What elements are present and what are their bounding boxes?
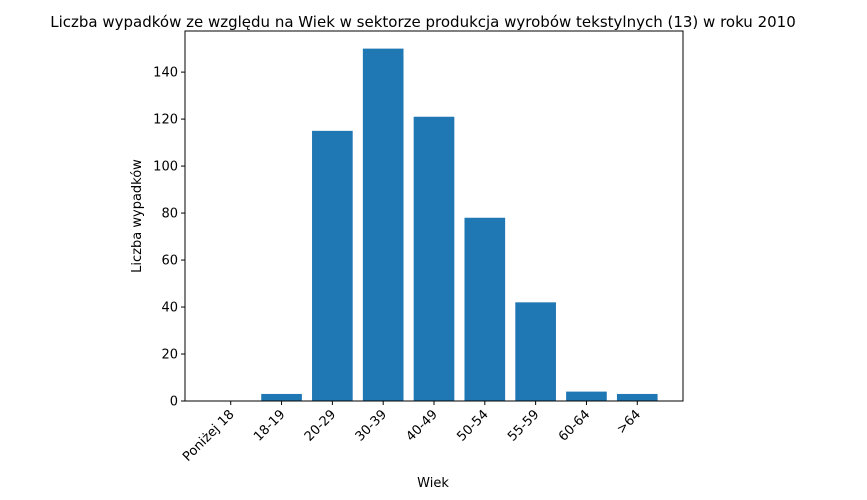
x-tick-label: 60-64 xyxy=(556,407,593,444)
x-axis-label: Wiek xyxy=(417,476,449,491)
y-tick-label: 100 xyxy=(153,160,178,175)
y-tick-label: 0 xyxy=(170,395,178,410)
bar xyxy=(464,217,506,401)
bar xyxy=(362,48,404,401)
plot-frame xyxy=(184,30,684,402)
x-tick-label: Poniżej 18 xyxy=(180,407,237,464)
bar xyxy=(515,302,556,401)
x-axis: Poniżej 18 18-19 20-29 30-39 40-49 50-54 55-59… xyxy=(180,401,644,465)
bar xyxy=(312,130,353,402)
y-axis-label: Liczba wypadków xyxy=(130,159,145,273)
y-tick-label: 60 xyxy=(161,254,178,269)
y-tick-label: 120 xyxy=(153,113,178,128)
bars xyxy=(261,48,658,402)
x-tick-label: 30-39 xyxy=(353,407,390,444)
bar xyxy=(566,391,607,401)
chart-title: Liczba wypadków ze względu na Wiek w sek… xyxy=(50,13,796,31)
x-tick-label: 40-49 xyxy=(404,407,441,444)
x-tick-label: 20-29 xyxy=(302,407,339,444)
x-tick-label: 55-59 xyxy=(505,407,542,444)
y-tick-label: 40 xyxy=(161,301,178,316)
bar xyxy=(616,393,658,401)
bar xyxy=(413,116,455,401)
y-tick-label: 80 xyxy=(161,207,178,222)
bar xyxy=(261,393,302,401)
y-axis: 0 20 40 60 80 100 120 140 xyxy=(153,66,185,410)
y-tick-label: 20 xyxy=(161,348,178,363)
y-tick-label: 140 xyxy=(153,66,178,81)
x-tick-label: >64 xyxy=(614,407,644,437)
x-tick-label: 50-54 xyxy=(454,407,491,444)
x-tick-label: 18-19 xyxy=(251,407,288,444)
